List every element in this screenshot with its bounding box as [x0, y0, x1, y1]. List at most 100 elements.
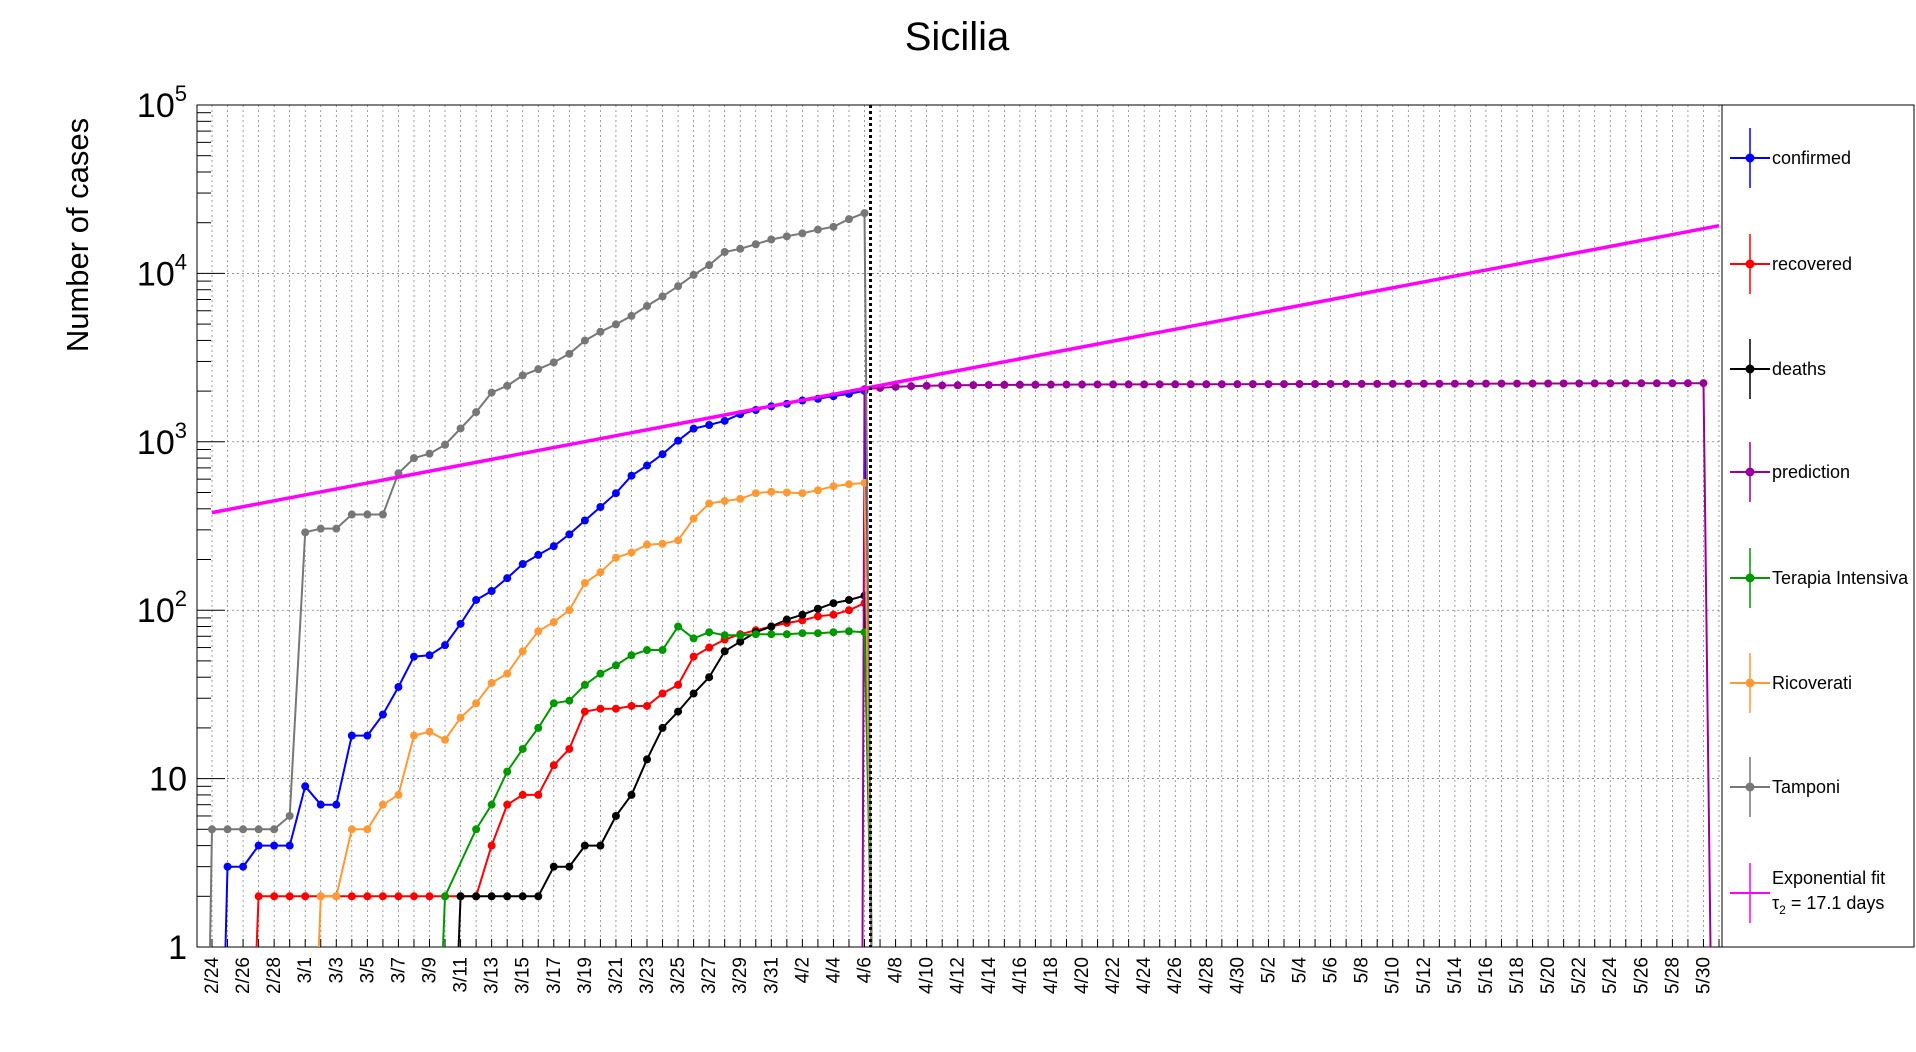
data-point: [472, 595, 481, 604]
data-point: [1606, 379, 1615, 388]
data-point: [689, 652, 698, 661]
data-point: [674, 436, 683, 445]
x-tick-label: 4/24: [1134, 957, 1155, 994]
x-tick-label: 5/12: [1414, 957, 1435, 994]
data-point: [394, 790, 403, 799]
data-point: [658, 723, 667, 732]
data-point: [1559, 379, 1568, 388]
legend-entry: Ricoverati: [1730, 653, 1852, 713]
data-point: [363, 892, 372, 901]
series-terapia-intensiva: [441, 622, 873, 948]
plot-area: 1 10 102 103 104 105 2/24 2/26 2/28 3/1 3/3 3/5 3/7…: [137, 81, 1723, 994]
data-point: [518, 892, 527, 901]
data-point: [549, 862, 558, 871]
data-point: [456, 713, 465, 722]
data-point: [798, 616, 807, 625]
data-point: [1373, 379, 1382, 388]
data-point: [1295, 380, 1304, 389]
x-tick-label: 4/30: [1227, 957, 1248, 994]
x-tick-label: 4/26: [1165, 957, 1186, 994]
data-point: [208, 825, 216, 834]
data-point: [534, 627, 543, 636]
data-point: [518, 371, 527, 380]
x-tick-label: 3/17: [544, 957, 565, 994]
legend-box: [1721, 104, 1915, 948]
data-point: [674, 282, 683, 291]
data-point: [720, 631, 729, 640]
data-point: [363, 731, 372, 740]
data-point: [829, 599, 838, 608]
data-point: [627, 651, 636, 660]
data-point: [1233, 380, 1242, 389]
data-point: [1202, 380, 1211, 389]
data-point: [503, 800, 512, 809]
data-point: [441, 892, 450, 901]
x-tick-label: 3/11: [451, 957, 472, 993]
data-point: [223, 862, 232, 871]
data-point: [736, 494, 745, 503]
data-point: [658, 689, 667, 698]
data-point: [1388, 379, 1397, 388]
data-point: [549, 358, 558, 367]
data-point: [409, 892, 418, 901]
data-point: [503, 892, 512, 901]
data-point: [270, 841, 279, 850]
legend-label: prediction: [1772, 462, 1850, 482]
data-point: [1683, 379, 1692, 388]
data-point: [301, 528, 310, 537]
data-point: [441, 641, 450, 650]
data-point: [347, 731, 356, 740]
data-point: [565, 696, 574, 705]
series-prediction: [860, 379, 1712, 948]
data-point: [844, 606, 853, 615]
x-tick-label: 2/28: [264, 957, 285, 994]
data-point: [751, 630, 760, 639]
data-point: [813, 225, 822, 234]
data-point: [658, 646, 667, 655]
data-point: [767, 487, 776, 496]
data-point: [347, 825, 356, 834]
data-point: [316, 892, 325, 901]
data-point: [798, 229, 807, 238]
data-point: [782, 615, 791, 624]
data-point: [580, 707, 589, 716]
x-tick-label: 4/16: [1010, 957, 1031, 994]
legend-entry: Exponential fit τ2 = 17.1 days: [1730, 863, 1885, 923]
data-point: [456, 424, 465, 433]
x-tick-label: 3/19: [575, 957, 596, 994]
data-point: [674, 707, 683, 716]
data-point: [720, 247, 729, 256]
legend-marker: [1745, 259, 1755, 269]
data-point: [844, 480, 853, 489]
legend-label: Ricoverati: [1772, 673, 1852, 693]
data-point: [363, 825, 372, 834]
data-point: [751, 240, 760, 249]
data-point: [425, 651, 434, 660]
data-point: [627, 701, 636, 710]
x-tick-label: 5/30: [1693, 957, 1714, 994]
data-point: [580, 579, 589, 588]
data-point: [643, 461, 652, 470]
data-point: [316, 800, 325, 809]
legend-label: Exponential fit: [1772, 868, 1885, 888]
data-point: [611, 661, 620, 670]
data-point: [487, 892, 496, 901]
data-point: [580, 516, 589, 525]
data-point: [689, 514, 698, 523]
data-point: [611, 320, 620, 329]
data-point: [456, 619, 465, 628]
y-axis-label: Number of cases: [60, 118, 95, 352]
data-point: [798, 489, 807, 498]
legend-label-tau: τ2 = 17.1 days: [1772, 893, 1884, 917]
x-tick-label: 3/1: [295, 957, 316, 983]
data-point: [627, 311, 636, 320]
data-point: [720, 647, 729, 656]
y-tick-label: 10: [149, 761, 187, 799]
data-point: [643, 701, 652, 710]
data-point: [425, 449, 434, 458]
grid: [197, 105, 1722, 947]
data-point: [1668, 379, 1677, 388]
x-tick-label: 2/26: [233, 957, 254, 994]
data-point: [643, 540, 652, 549]
